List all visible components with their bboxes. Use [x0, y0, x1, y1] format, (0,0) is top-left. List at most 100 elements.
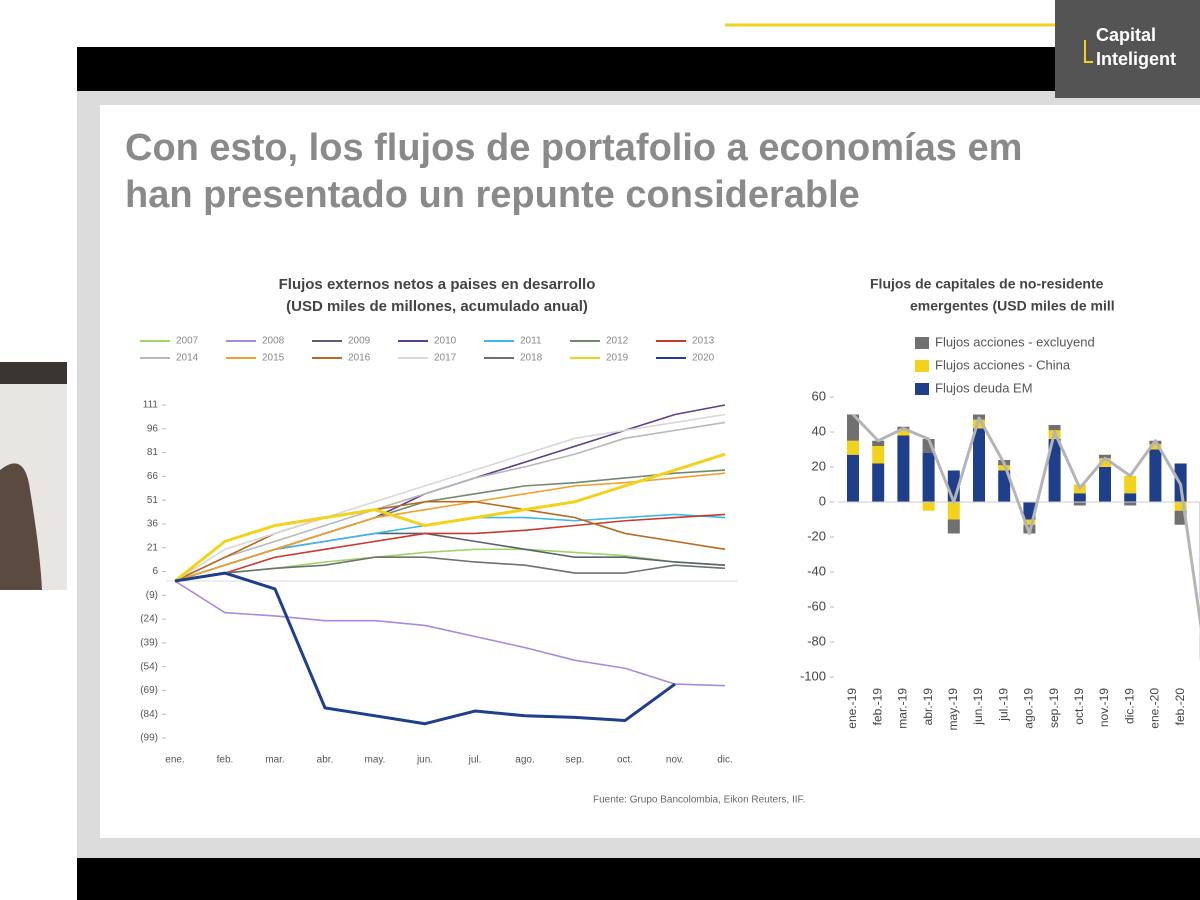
bar-segment	[1023, 502, 1036, 520]
bar-segment	[922, 453, 935, 502]
source-note: Fuente: Grupo Bancolombia, Eikon Reuters…	[593, 795, 805, 806]
legend-label: 2009	[348, 336, 371, 347]
legend-swatch	[915, 337, 929, 349]
bar-segment	[973, 419, 985, 429]
legend-label: 2020	[692, 353, 715, 364]
legend-label: 2015	[262, 353, 285, 364]
bar-segment	[947, 519, 960, 534]
x-tick-label: nov.	[666, 755, 684, 766]
bar-segment	[1149, 449, 1162, 502]
x-tick-label: ene.	[165, 755, 184, 766]
legend-swatch	[915, 383, 929, 395]
x-tick-label: abr.-19	[921, 688, 935, 726]
bar-segment	[1149, 444, 1162, 450]
chart-title: (USD miles de millones, acumulado anual)	[286, 298, 588, 315]
y-tick-label: 111	[143, 400, 159, 411]
y-tick-label: (9)	[146, 590, 158, 601]
y-tick-label: (54)	[140, 661, 158, 672]
y-tick-label: -80	[807, 633, 826, 648]
bar-segment	[1048, 439, 1061, 502]
series-line	[174, 452, 726, 583]
series-line	[174, 556, 726, 582]
chart-title: Flujos de capitales de no-residente	[870, 276, 1104, 292]
webcam-shelf	[0, 362, 67, 384]
bar-segment	[1073, 493, 1086, 502]
legend-label: Flujos deuda EM	[935, 380, 1033, 395]
x-tick-label: jul.-19	[996, 688, 1010, 722]
bar-segment	[1023, 519, 1036, 525]
y-tick-label: 51	[147, 495, 159, 506]
legend-label: 2017	[434, 353, 457, 364]
legend-label: Flujos acciones - China	[935, 357, 1071, 372]
y-tick-label: -40	[807, 563, 826, 578]
bar-segment	[973, 428, 985, 502]
bottom-bar	[77, 858, 1200, 900]
x-tick-label: jun.-19	[971, 688, 985, 726]
bar-segment	[897, 435, 910, 502]
logo-text: Inteligent	[1096, 49, 1176, 69]
legend-label: 2014	[176, 353, 199, 364]
bar-segment	[872, 463, 885, 502]
x-tick-label: may.	[365, 755, 386, 766]
legend-label: 2018	[520, 353, 543, 364]
x-tick-label: ene.-19	[845, 688, 859, 729]
bar-segment	[872, 446, 885, 464]
x-tick-label: oct.	[617, 755, 633, 766]
x-tick-label: ene.-20	[1148, 688, 1162, 729]
x-tick-label: abr.	[317, 755, 334, 766]
series-line	[174, 513, 726, 582]
legend-swatch	[915, 360, 929, 372]
x-tick-label: feb.-20	[1173, 688, 1187, 726]
y-tick-label: 36	[147, 519, 159, 530]
webcam-person	[0, 463, 42, 590]
chart-title: emergentes (USD miles de mill	[910, 298, 1115, 314]
bar-segment	[1099, 454, 1111, 459]
y-tick-label: (84)	[140, 709, 158, 720]
legend-label: 2011	[520, 336, 542, 347]
x-tick-label: feb.-19	[870, 688, 884, 726]
y-tick-label: 60	[812, 388, 826, 403]
bar-segment	[872, 440, 885, 446]
x-tick-label: mar.-19	[896, 688, 910, 729]
legend-label: 2008	[262, 336, 285, 347]
x-tick-label: ago.-19	[1022, 688, 1036, 729]
x-tick-label: sep.	[566, 755, 585, 766]
bar-segment	[1099, 458, 1111, 467]
logo-text: Capital	[1096, 25, 1156, 45]
y-tick-label: 21	[147, 542, 159, 553]
x-tick-label: mar.	[265, 755, 284, 766]
slide	[100, 105, 1200, 838]
slide-title: han presentado un repunte considerable	[125, 174, 860, 216]
x-tick-label: dic.	[717, 755, 733, 766]
y-tick-label: (99)	[140, 733, 158, 744]
legend-label: 2010	[434, 336, 457, 347]
bar-segment	[897, 430, 910, 436]
bar-segment	[947, 502, 960, 520]
logo-box	[1055, 0, 1200, 98]
y-tick-label: 66	[147, 471, 159, 482]
bar-segment	[1099, 467, 1111, 502]
series-line	[174, 500, 726, 582]
bar-segment	[847, 440, 859, 455]
y-tick-label: -20	[807, 528, 826, 543]
chart-title: Flujos externos netos a paises en desarr…	[279, 276, 596, 293]
legend-label: 2007	[176, 336, 199, 347]
x-tick-label: ago.	[515, 755, 534, 766]
bar-segment	[1124, 502, 1137, 506]
y-tick-label: 96	[147, 423, 159, 434]
slide-title: Con esto, los flujos de portafolio a eco…	[125, 127, 1022, 169]
logo-mark	[1084, 40, 1093, 63]
y-tick-label: (69)	[140, 685, 158, 696]
total-line	[851, 413, 1200, 630]
legend-label: 2019	[606, 353, 629, 364]
x-tick-label: dic.-19	[1122, 688, 1136, 724]
y-tick-label: (24)	[140, 614, 158, 625]
bar-segment	[1124, 475, 1137, 494]
y-tick-label: 81	[147, 447, 159, 458]
bar-segment	[998, 470, 1011, 502]
series-line	[174, 413, 726, 582]
legend-label: Flujos acciones - excluyend	[935, 334, 1095, 349]
top-bar	[77, 47, 1200, 91]
bar-segment	[922, 502, 935, 511]
